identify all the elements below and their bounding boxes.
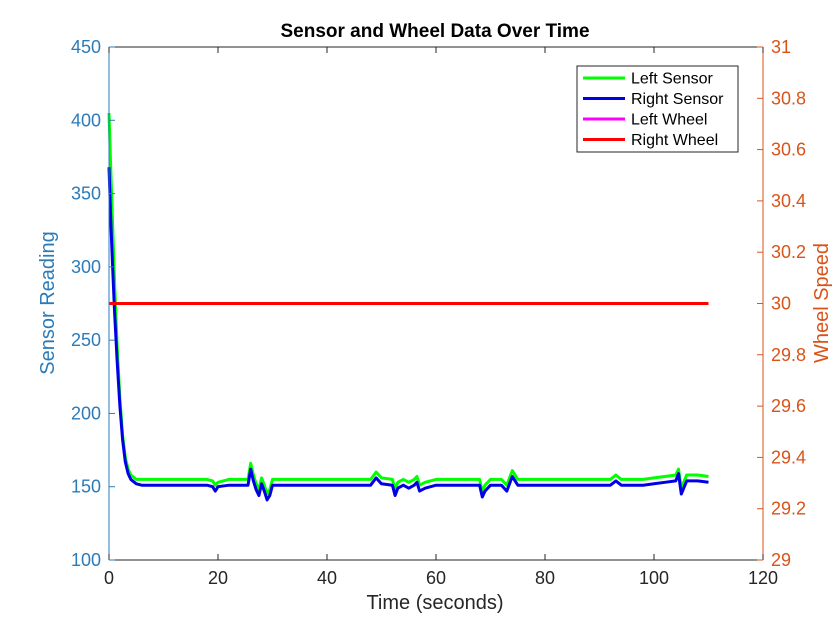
right-y-tick-label: 30.4 [771, 191, 806, 211]
left-y-tick-label: 150 [71, 477, 101, 497]
right-y-tick-label: 29.2 [771, 499, 806, 519]
right-y-tick-label: 29.6 [771, 396, 806, 416]
axes [108, 46, 764, 561]
series-line-left-sensor [107, 112, 709, 496]
x-tick-label: 60 [426, 568, 446, 588]
left-y-tick-label: 450 [71, 37, 101, 57]
left-y-tick-label: 300 [71, 257, 101, 277]
right-y-tick-label: 29.8 [771, 345, 806, 365]
series-line-right-sensor [107, 167, 709, 502]
right-y-tick-label: 31 [771, 37, 791, 57]
legend-label-left-wheel: Left Wheel [631, 112, 707, 129]
x-tick-label: 0 [104, 568, 114, 588]
left-y-tick-label: 250 [71, 330, 101, 350]
right-y-axis-label: Wheel Speed [811, 243, 833, 363]
left-y-tick-label: 350 [71, 184, 101, 204]
left-y-axis-label: Sensor Reading [37, 231, 59, 374]
legend-box [576, 65, 739, 153]
x-axis-label: Time (seconds) [366, 592, 503, 614]
legend-label-right-sensor: Right Sensor [631, 91, 724, 108]
x-tick-label: 80 [535, 568, 555, 588]
right-y-tick-label: 29.4 [771, 447, 806, 467]
plot-area [107, 112, 709, 502]
right-y-tick-label: 30.6 [771, 140, 806, 160]
left-y-tick-label: 400 [71, 110, 101, 130]
left-y-tick-label: 100 [71, 550, 101, 570]
right-y-tick-label: 30.8 [771, 88, 806, 108]
x-tick-label: 100 [639, 568, 669, 588]
x-tick-label: 40 [317, 568, 337, 588]
tick-labels: 0 20 40 60 80 100 120 100 150 200 250 300 350 400 450 2… [71, 37, 806, 588]
right-y-tick-label: 30.2 [771, 242, 806, 262]
legend-label-right-wheel: Right Wheel [631, 132, 718, 149]
legend: Left Sensor Right Sensor Left Wheel Right W… [576, 65, 739, 153]
right-y-tick-label: 29 [771, 550, 791, 570]
left-y-tick-label: 200 [71, 403, 101, 423]
x-tick-label: 120 [748, 568, 778, 588]
x-tick-label: 20 [208, 568, 228, 588]
legend-label-left-sensor: Left Sensor [631, 71, 714, 88]
chart-title: Sensor and Wheel Data Over Time [280, 21, 589, 42]
right-y-tick-label: 30 [771, 294, 791, 314]
